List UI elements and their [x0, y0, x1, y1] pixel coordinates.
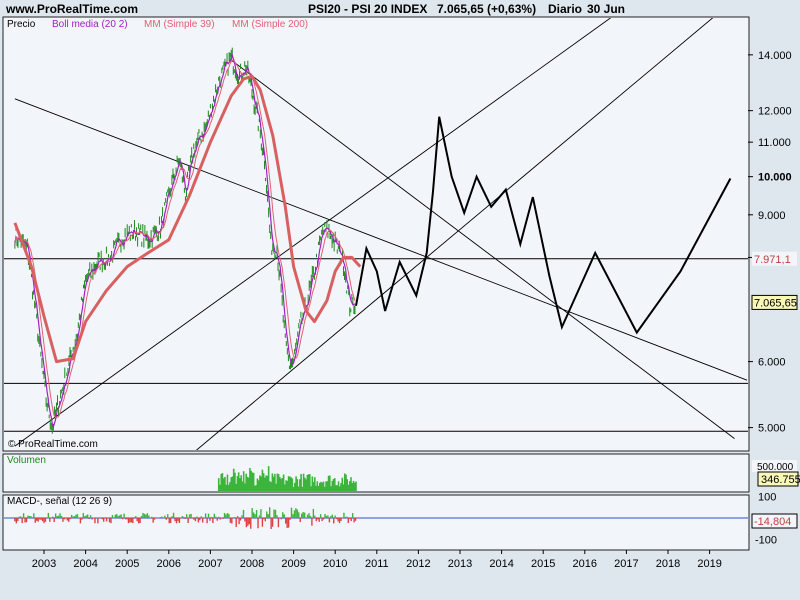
- price-label-box: [751, 294, 798, 310]
- instrument-quote: 7.065,65 (+0,63%): [437, 2, 536, 16]
- y-tick-label: 9.000: [758, 210, 786, 222]
- x-tick-label: 2011: [365, 558, 389, 570]
- price-label: 7.065,65: [754, 297, 797, 309]
- legend-ma39: MM (Simple 39): [144, 19, 215, 30]
- x-tick-label: 2012: [406, 558, 430, 570]
- x-tick-label: 2007: [198, 558, 222, 570]
- x-tick-label: 2019: [697, 558, 721, 570]
- legend-boll: Boll media (20 2): [52, 19, 128, 30]
- macd-value-box: [751, 513, 798, 529]
- trendline-2[interactable]: [14, 7, 627, 447]
- macd-tick-label: 100: [758, 491, 776, 503]
- trendline-3[interactable]: [148, 7, 726, 491]
- site-url[interactable]: www.ProRealTime.com: [5, 2, 138, 16]
- instrument-title: PSI20 - PSI 20 INDEX: [308, 2, 427, 16]
- x-tick-label: 2016: [573, 558, 597, 570]
- y-tick-label: 5.000: [758, 423, 786, 435]
- x-tick-label: 2008: [240, 558, 264, 570]
- y-tick-label: 11.000: [758, 137, 791, 149]
- x-tick-label: 2009: [281, 558, 305, 570]
- chart-period: Diario: [548, 2, 582, 16]
- volume-label: Volumen: [7, 455, 46, 466]
- volume-tick-box: [752, 460, 797, 472]
- ma200-series: [13, 74, 362, 364]
- price-label-box: [752, 251, 797, 266]
- x-tick-label: 2015: [531, 558, 555, 570]
- x-tick-label: 2018: [656, 558, 680, 570]
- x-tick-label: 2003: [32, 558, 56, 570]
- x-tick-label: 2017: [614, 558, 638, 570]
- volume-tick-label: 500.000: [757, 462, 794, 473]
- x-tick-label: 2006: [157, 558, 181, 570]
- trendline-1[interactable]: [230, 59, 735, 439]
- x-tick-label: 2010: [323, 558, 347, 570]
- x-tick-label: 2014: [489, 558, 513, 570]
- x-tick-label: 2004: [73, 558, 97, 570]
- macd-value-label: -14,804: [754, 516, 791, 528]
- macd-label: MACD-, señal (12 26 9): [7, 496, 112, 507]
- x-tick-label: 2013: [448, 558, 472, 570]
- x-tick-label: 2005: [115, 558, 139, 570]
- macd-tick-label: -100: [755, 535, 777, 547]
- price-plot-area: [4, 7, 748, 491]
- ma39-series: [14, 59, 356, 418]
- projection-series[interactable]: [355, 116, 732, 335]
- macd-panel[interactable]: [2, 494, 750, 551]
- legend-price: Precio: [7, 19, 36, 30]
- price-panel[interactable]: [2, 16, 750, 452]
- trendline-0[interactable]: [14, 98, 748, 381]
- y-tick-label: 10.000: [758, 172, 792, 184]
- chart-date: 30 Jun: [587, 2, 625, 16]
- volume-panel[interactable]: [2, 453, 750, 493]
- volume-value-label: 346.755: [761, 474, 800, 486]
- price-label: 7.971,1: [754, 254, 791, 266]
- legend-ma200: MM (Simple 200): [232, 19, 308, 30]
- volume-value-box: [757, 471, 799, 487]
- y-tick-label: 6.000: [758, 357, 786, 369]
- y-tick-label: 14.000: [758, 50, 792, 62]
- y-tick-label: 12.000: [758, 106, 792, 118]
- watermark: © ProRealTime.com: [8, 439, 98, 450]
